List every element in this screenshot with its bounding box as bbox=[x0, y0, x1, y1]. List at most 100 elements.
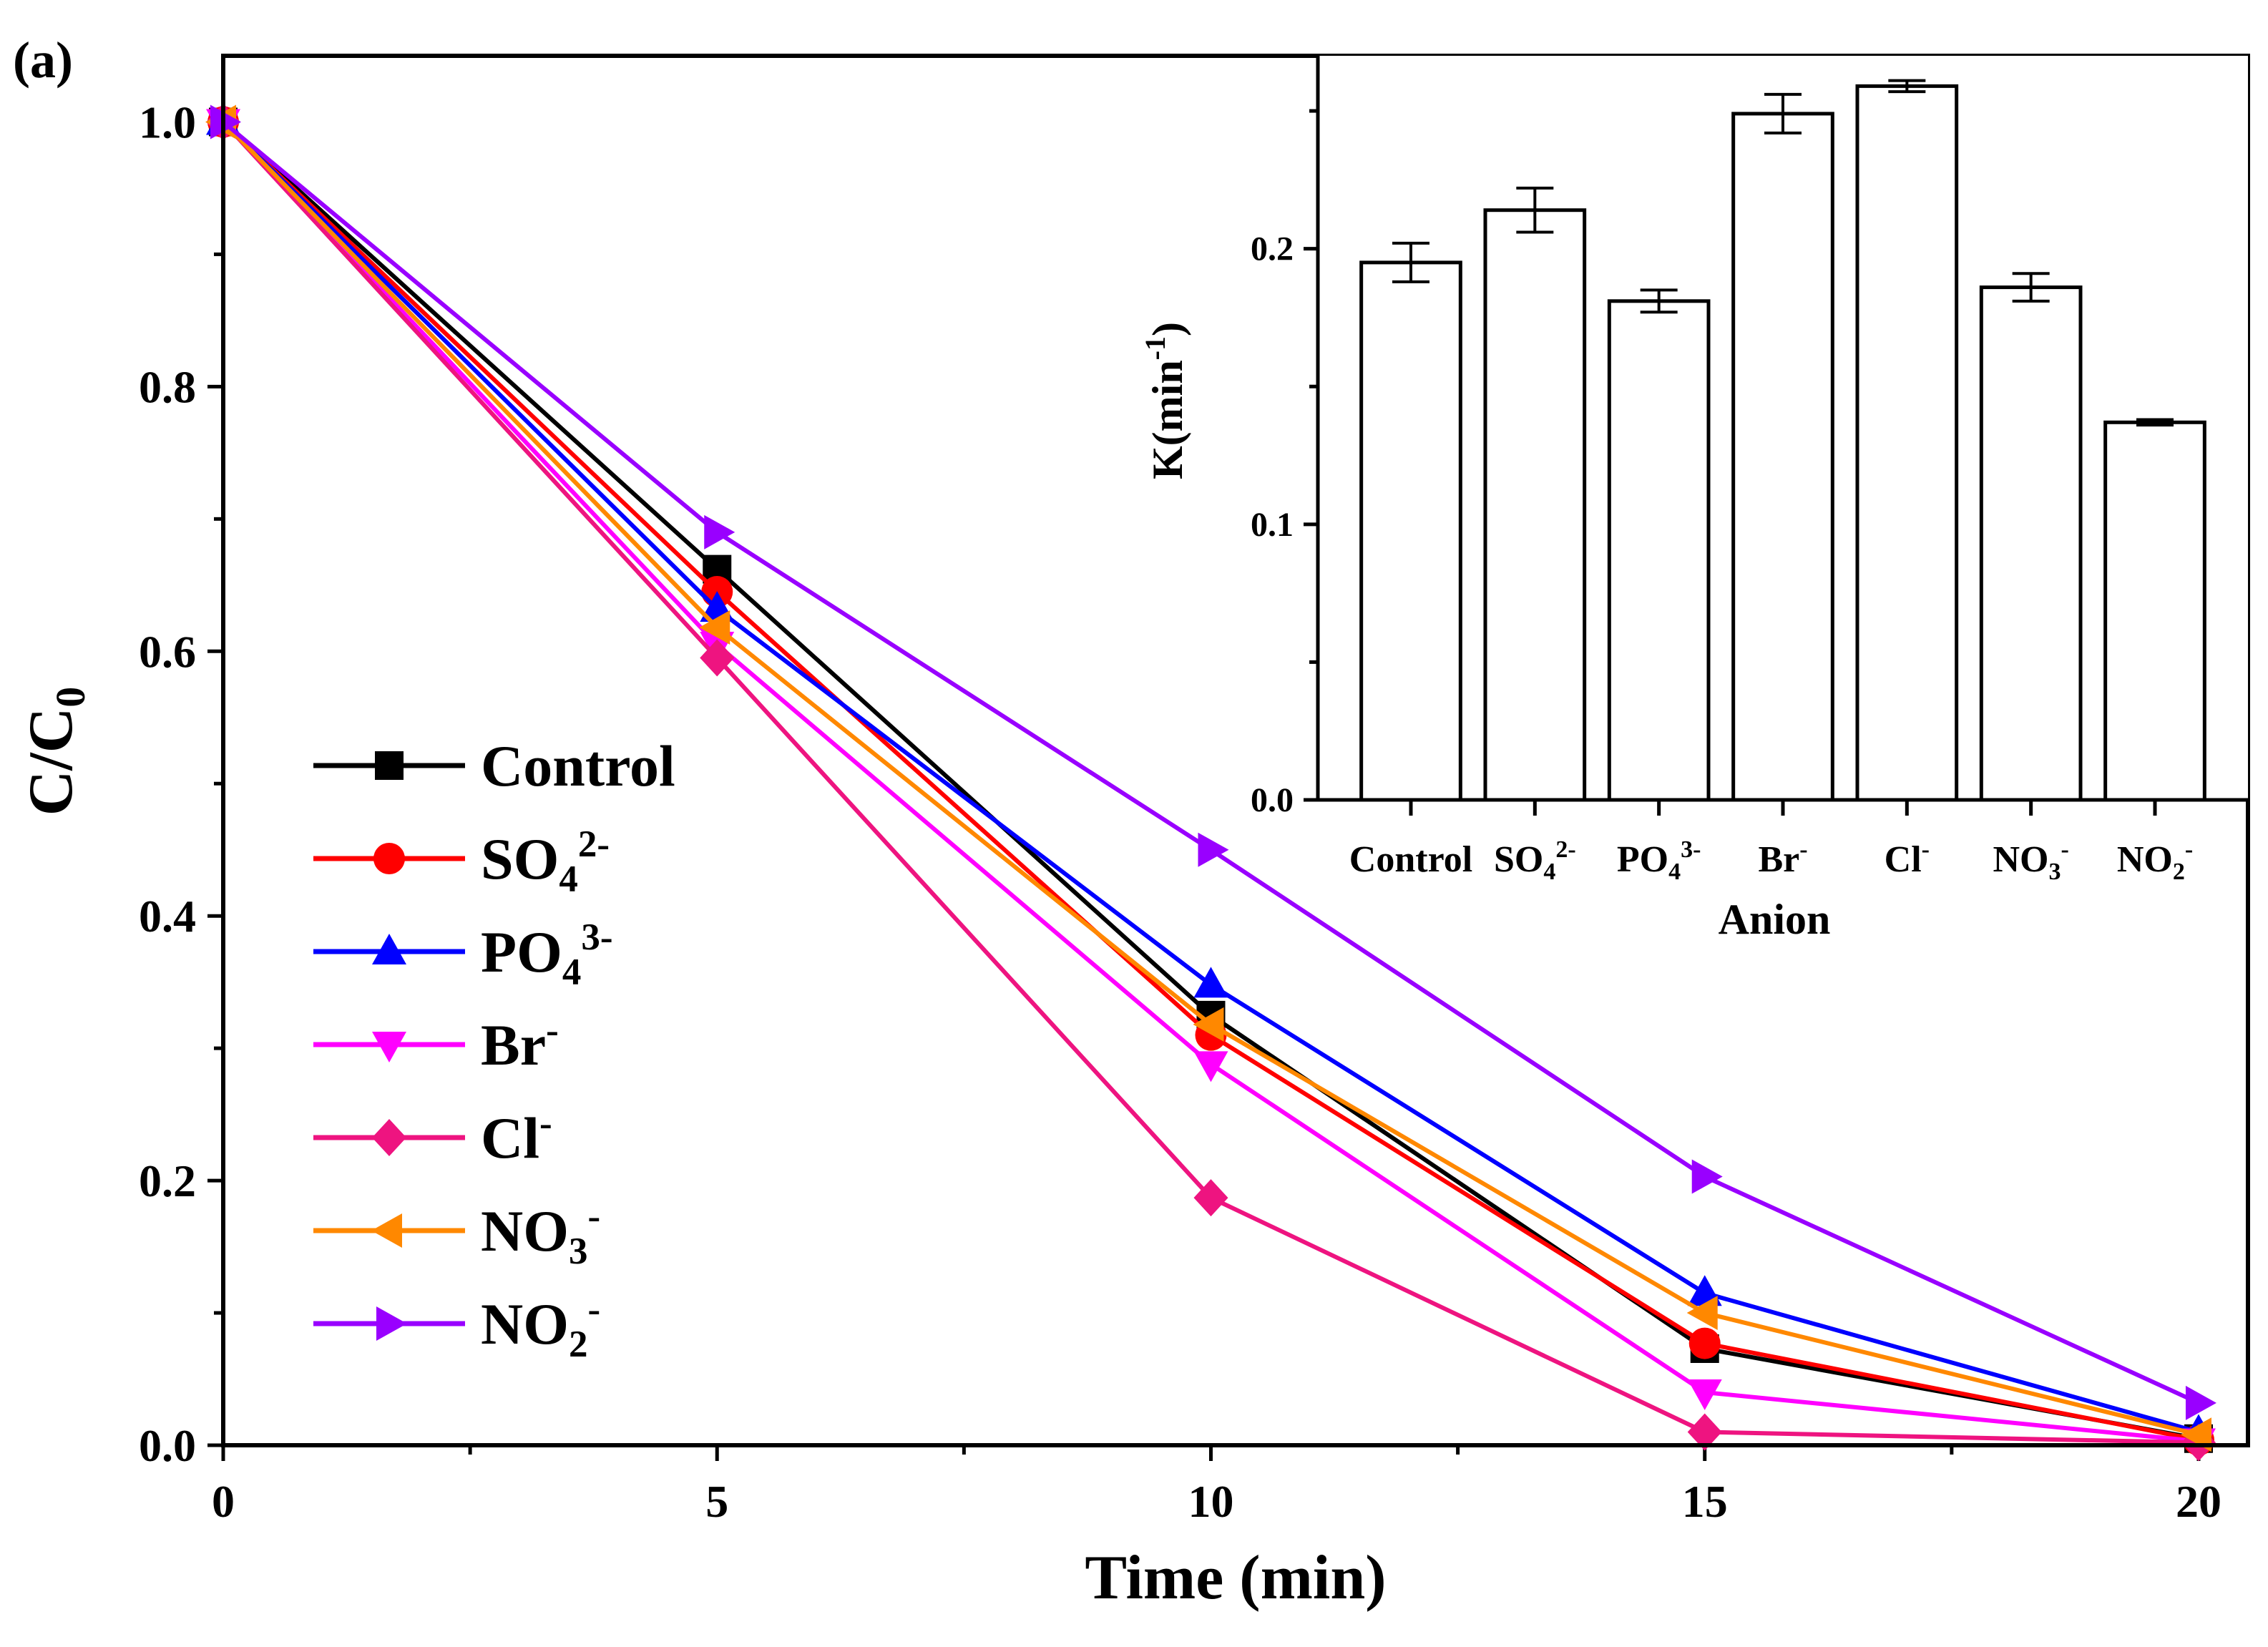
series-point bbox=[1193, 967, 1228, 998]
legend-label: Control bbox=[481, 733, 675, 798]
series-6 bbox=[210, 104, 2216, 1420]
main-y-axis-label-main: C/C bbox=[16, 708, 86, 816]
inset-x-tick-label-sub: 3 bbox=[2049, 859, 2061, 885]
legend-marker bbox=[375, 751, 404, 780]
legend-marker bbox=[372, 934, 406, 964]
main-x-tick-label: 10 bbox=[1188, 1476, 1233, 1527]
main-y-tick-label: 0.6 bbox=[139, 626, 196, 677]
legend-label-sub: 4 bbox=[559, 859, 578, 900]
inset-x-tick-label: PO43- bbox=[1617, 836, 1701, 885]
inset-x-tick-label-main: SO bbox=[1494, 839, 1543, 880]
legend-marker bbox=[376, 1306, 407, 1341]
series-point bbox=[1687, 1379, 1722, 1411]
series-point bbox=[2185, 1385, 2216, 1420]
inset-x-tick-label-main: Br bbox=[1758, 839, 1799, 880]
main-y-tick-label: 1.0 bbox=[139, 97, 196, 147]
legend-marker bbox=[371, 1213, 402, 1248]
legend-item: Control bbox=[313, 733, 675, 798]
inset-bar-group: SO42- bbox=[1483, 186, 1587, 885]
inset-x-tick-label: NO3- bbox=[1993, 836, 2069, 885]
legend-label-sup: - bbox=[588, 1289, 601, 1330]
inset-y-tick-label: 0.0 bbox=[1251, 781, 1294, 819]
legend-label: Br- bbox=[481, 1010, 559, 1077]
series-point bbox=[1193, 1179, 1228, 1217]
legend-item: NO2- bbox=[313, 1289, 600, 1365]
legend-label-main: NO bbox=[481, 1198, 569, 1264]
inset-x-tick-label-main: NO bbox=[2117, 839, 2173, 880]
inset-axis-ticks: 0.0 0.1 0.2 bbox=[1251, 109, 1318, 819]
legend-item: NO3- bbox=[313, 1196, 600, 1272]
main-x-axis-label: Time (min) bbox=[1085, 1543, 1386, 1613]
inset-bar-group: NO3- bbox=[1979, 272, 2083, 885]
main-x-tick-label: 0 bbox=[212, 1476, 235, 1527]
inset-x-tick-label-sub: 4 bbox=[1543, 859, 1555, 885]
legend-label-sup: - bbox=[588, 1196, 601, 1237]
legend-item: Cl- bbox=[313, 1103, 552, 1171]
legend-label-main: NO bbox=[481, 1291, 569, 1357]
series-point bbox=[704, 514, 735, 549]
inset-x-tick-label: NO2- bbox=[2117, 836, 2193, 885]
main-axis-ticks: 0 5 10 15 20 0.0 0.2 0.4 0.6 0.8 1.0 bbox=[139, 97, 2221, 1527]
inset-x-tick-label: Cl- bbox=[1885, 836, 1930, 880]
inset-x-tick-label-main: Cl bbox=[1885, 839, 1922, 880]
inset-bar bbox=[1607, 299, 1711, 802]
legend-label-main: Br bbox=[481, 1012, 546, 1077]
legend-label-main: Cl bbox=[481, 1105, 539, 1171]
legend-item: SO42- bbox=[313, 824, 610, 900]
legend-marker bbox=[373, 843, 405, 874]
inset-bar bbox=[1979, 285, 2083, 802]
main-y-tick-label: 0.2 bbox=[139, 1155, 196, 1206]
inset-chart: 0.00.10.2 Control SO42- PO43- Br- Cl- NO3- NO2… bbox=[1139, 56, 2248, 943]
inset-bar-group: PO43- bbox=[1607, 288, 1711, 885]
main-x-tick-label: 5 bbox=[705, 1476, 728, 1527]
legend-marker bbox=[372, 1119, 406, 1156]
legend-label-sub: 3 bbox=[569, 1231, 588, 1272]
inset-y-tick-label: 0.1 bbox=[1251, 506, 1294, 544]
legend-label: Cl- bbox=[481, 1103, 552, 1171]
legend-label-main: PO bbox=[481, 919, 562, 984]
inset-x-tick-label-sup: - bbox=[2061, 836, 2069, 863]
series-point bbox=[1691, 1159, 1723, 1194]
main-y-tick-label: 0.4 bbox=[139, 891, 196, 942]
inset-y-axis-label: K(min-1) bbox=[1139, 322, 1191, 479]
series-point bbox=[699, 610, 730, 645]
main-chart: 0 5 10 15 200.00.20.40.60.81.0 Time (min) C/… bbox=[16, 54, 2250, 1613]
legend-marker bbox=[372, 1032, 406, 1062]
inset-x-tick-label-sup: - bbox=[1922, 836, 1930, 863]
legend-label: NO3- bbox=[481, 1196, 600, 1272]
series-point bbox=[1198, 832, 1229, 867]
main-x-tick-label: 15 bbox=[1682, 1476, 1728, 1527]
inset-y-axis-label-sup: -1 bbox=[1139, 336, 1171, 360]
inset-y-axis-label-main: K(min bbox=[1144, 360, 1191, 479]
series-point bbox=[1688, 1327, 1721, 1359]
inset-x-tick-label: Br- bbox=[1758, 836, 1807, 880]
legend-label-sub: 4 bbox=[562, 952, 582, 993]
inset-bar bbox=[1855, 84, 1959, 802]
inset-x-tick-label: SO42- bbox=[1494, 836, 1576, 885]
inset-bar bbox=[1731, 112, 1834, 802]
main-series-group bbox=[205, 103, 2216, 1462]
legend-label: NO2- bbox=[481, 1289, 600, 1365]
legend-label-sub: 2 bbox=[569, 1324, 588, 1365]
panel-label: (a) bbox=[13, 31, 73, 89]
legend-label-sup: 3- bbox=[581, 917, 612, 958]
inset-x-tick-label-sup: 2- bbox=[1555, 836, 1575, 863]
main-y-axis-label-sub: 0 bbox=[47, 687, 94, 708]
legend-label-sup: 2- bbox=[578, 824, 610, 865]
legend-label-sup: - bbox=[539, 1103, 552, 1144]
legend-item: Br- bbox=[313, 1010, 559, 1077]
inset-bar-group: Cl- bbox=[1855, 79, 1959, 880]
inset-x-tick-label: Control bbox=[1349, 839, 1472, 880]
series-point bbox=[1686, 1296, 1718, 1331]
legend-label: SO42- bbox=[481, 824, 610, 900]
inset-bar bbox=[1483, 208, 1587, 802]
series-point bbox=[210, 104, 241, 140]
inset-x-tick-label-sup: 3- bbox=[1681, 836, 1701, 863]
series-point bbox=[1193, 1007, 1224, 1042]
inset-bar bbox=[2103, 420, 2206, 802]
legend-item: PO43- bbox=[313, 917, 613, 993]
inset-x-tick-label-main: Control bbox=[1349, 839, 1472, 880]
inset-x-tick-label-sup: - bbox=[1799, 836, 1807, 863]
